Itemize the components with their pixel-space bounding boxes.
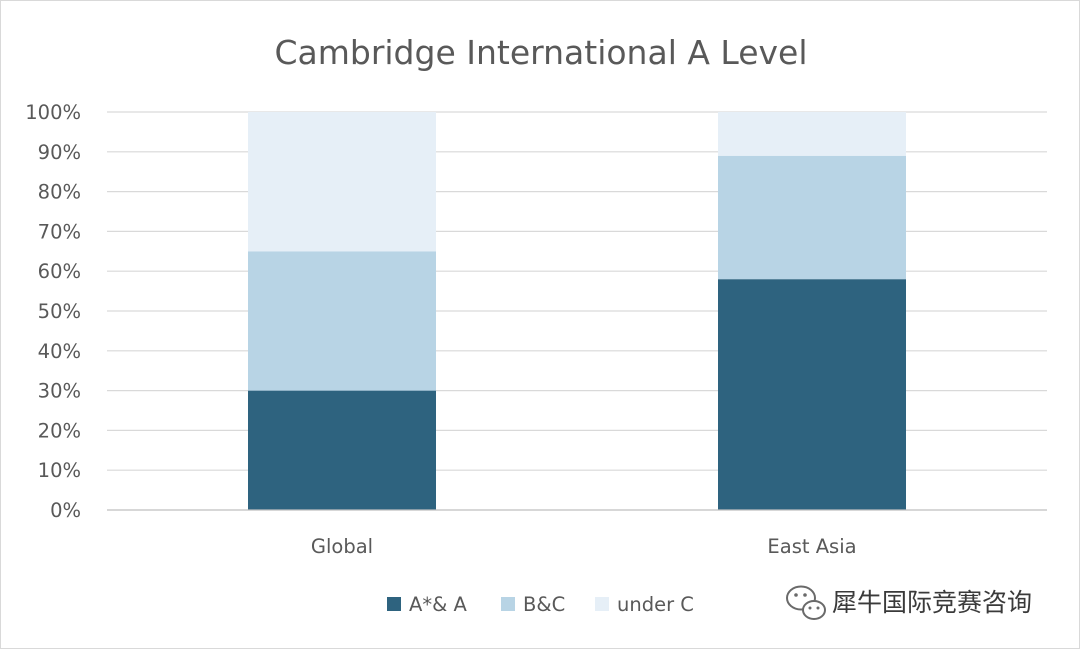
y-tick-label: 30% [38,380,81,403]
bar-2-2 [718,155,906,280]
x-category-label: East Asia [767,535,856,558]
y-tick-label: 80% [38,181,81,204]
y-tick-label: 0% [50,499,81,522]
chart-title: Cambridge International A Level [274,33,807,72]
legend-swatch [387,597,401,611]
y-tick-label: 20% [38,419,81,442]
y-tick-label: 50% [38,300,81,323]
bar-3-1 [248,112,436,252]
legend-label: under C [617,593,694,616]
x-axis-categories: Global East Asia [311,535,857,558]
bars [248,112,906,510]
legend-swatch [595,597,609,611]
bar-2-1 [248,251,436,391]
bar-1-2 [718,279,906,510]
y-tick-label: 40% [38,340,81,363]
y-tick-label: 90% [38,141,81,164]
y-tick-label: 10% [38,459,81,482]
watermark: 犀牛国际竞赛咨询 [786,585,1032,620]
y-tick-label: 60% [38,260,81,283]
wechat-icon [786,585,826,620]
y-axis-ticks: 0% 10% 20% 30% 40% 50% 60% 70% 80% 90% 100% [25,101,81,522]
x-category-label: Global [311,535,373,558]
watermark-text: 犀牛国际竞赛咨询 [832,588,1032,617]
legend-label: A*& A [409,593,467,616]
legend-label: B&C [523,593,565,616]
legend-swatch [501,597,515,611]
bar-3-2 [718,112,906,156]
y-tick-label: 100% [25,101,81,124]
bar-1-1 [248,390,436,510]
legend: A*& A B&C under C [387,593,694,616]
y-tick-label: 70% [38,220,81,243]
